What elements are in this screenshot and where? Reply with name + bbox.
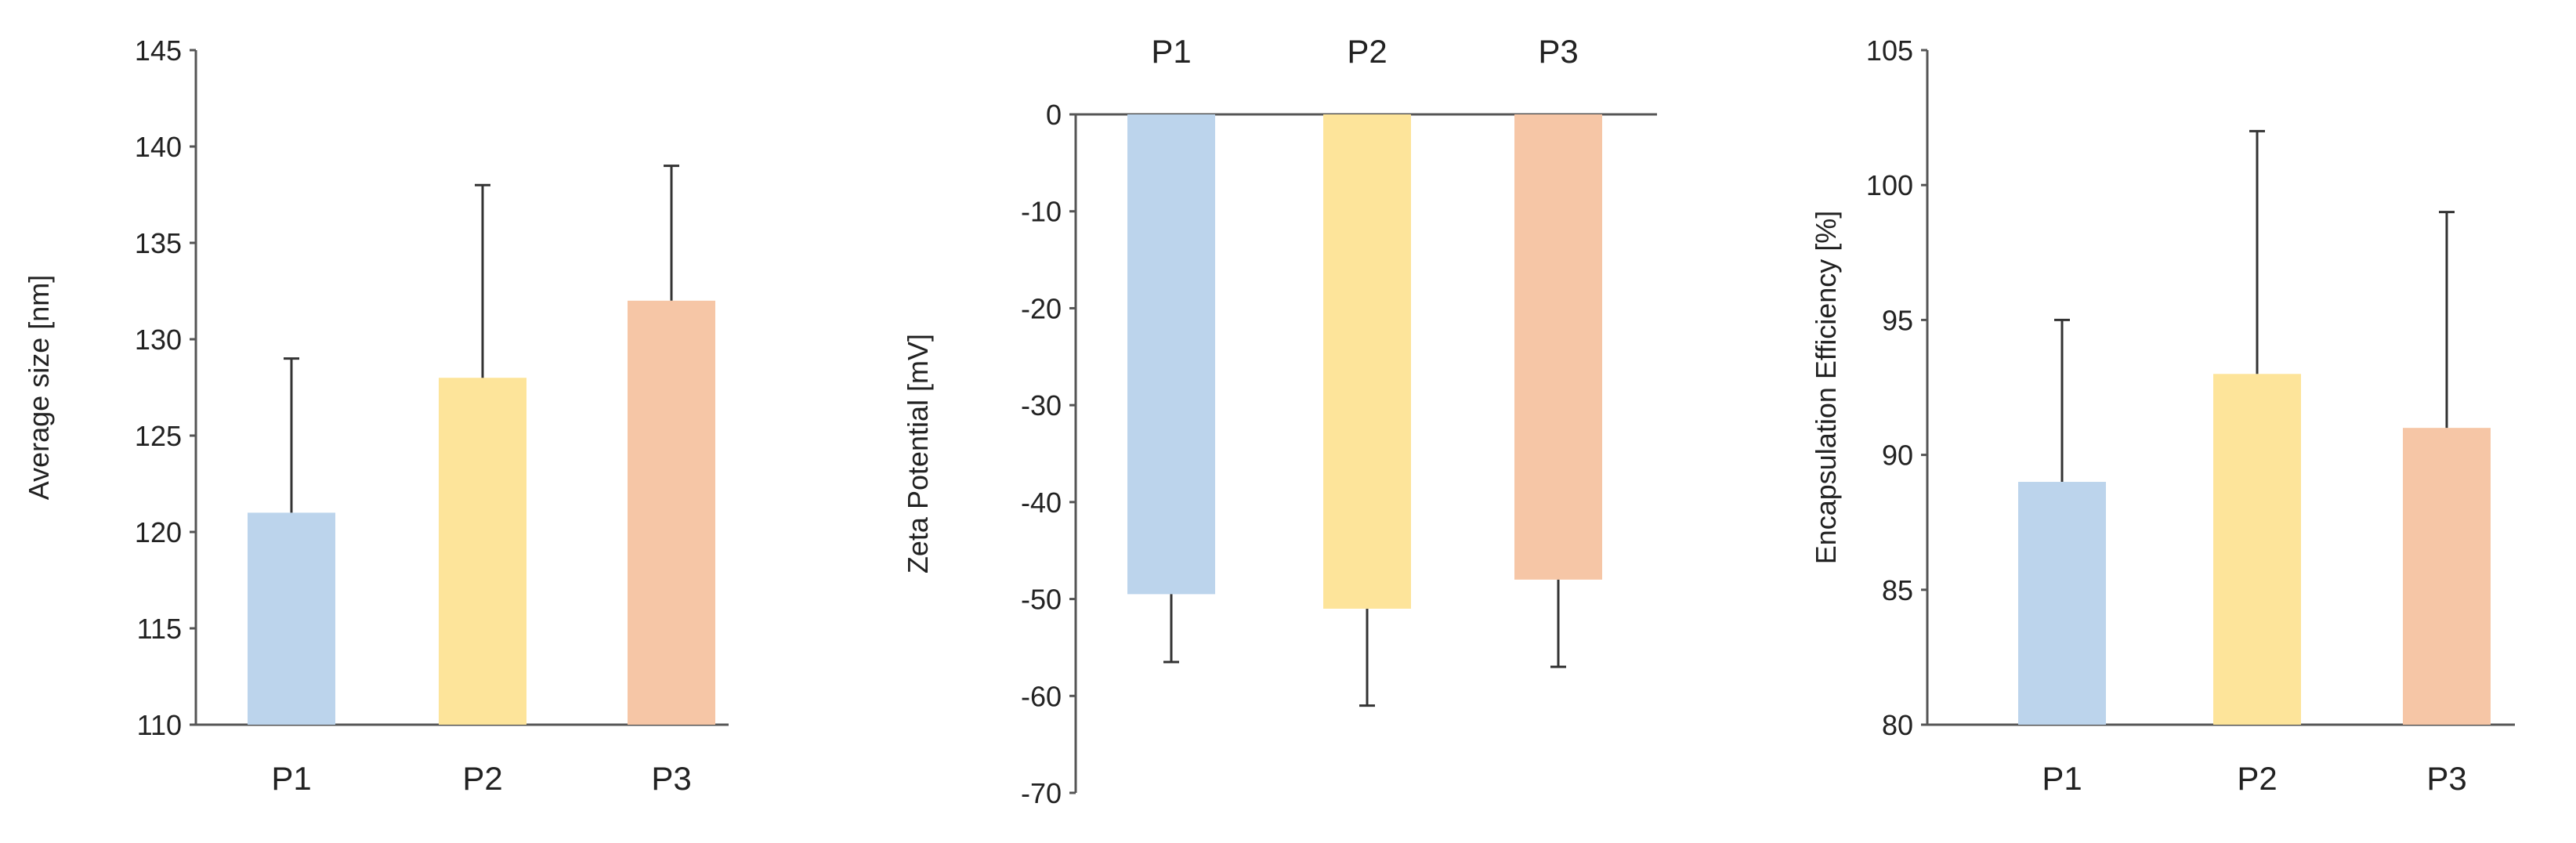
y-tick-label: 110 — [137, 709, 182, 741]
bar-p3 — [1514, 114, 1602, 580]
category-label: P1 — [2042, 760, 2082, 797]
category-label: P1 — [271, 760, 311, 797]
y-tick-label: -70 — [1021, 777, 1062, 809]
y-tick-label: 95 — [1882, 304, 1913, 336]
y-tick-label: -30 — [1021, 389, 1062, 422]
bar-p1 — [1127, 114, 1215, 595]
y-tick-label: -50 — [1021, 584, 1062, 616]
bar-p1 — [2018, 482, 2106, 725]
y-tick-label: -40 — [1021, 487, 1062, 519]
chart-panel-2: 0 -10 -20 -30 -40 -50 -60 -70 P1 P2 P3 Zeta Potenti… — [902, 33, 1657, 809]
y-tick-label: 140 — [135, 131, 182, 163]
y-tick-label: 100 — [1866, 169, 1913, 201]
y-tick-label: 85 — [1882, 574, 1913, 606]
y-tick-label: 105 — [1866, 34, 1913, 67]
y-tick-label: 115 — [137, 613, 182, 645]
y-tick-label: 130 — [135, 324, 182, 356]
bar-p2 — [2213, 374, 2301, 725]
bar-p2 — [439, 378, 526, 725]
y-tick-label: -60 — [1021, 680, 1062, 712]
category-label: P3 — [1538, 33, 1578, 70]
y-tick-label: 90 — [1882, 440, 1913, 472]
category-label: P1 — [1151, 33, 1191, 70]
bar-p3 — [2403, 428, 2491, 725]
y-tick-label: -20 — [1021, 292, 1062, 324]
category-label: P3 — [2426, 760, 2466, 797]
bar-p1 — [248, 512, 335, 725]
chart-panel-3: 80 85 90 95 100 105 P1 P2 P3 Encapsulation Effici… — [1810, 34, 2515, 797]
chart-panel-1: 110 115 120 125 130 135 140 145 P1 P2 P3 Average si… — [23, 34, 729, 797]
bar-p2 — [1323, 114, 1411, 609]
y-axis-title: Average size [nm] — [23, 275, 55, 500]
y-tick-label: 80 — [1882, 709, 1913, 741]
bar-p3 — [628, 300, 715, 725]
y-tick-label: 0 — [1046, 99, 1062, 131]
y-tick-label: 135 — [135, 227, 182, 259]
y-axis-title: Encapsulation Efficiency [%] — [1810, 211, 1842, 565]
y-axis-title: Zeta Potential [mV] — [902, 334, 934, 573]
category-label: P3 — [651, 760, 691, 797]
y-tick-label: 125 — [135, 420, 182, 452]
y-tick-label: 120 — [135, 516, 182, 548]
y-tick-label: 145 — [135, 34, 182, 67]
y-tick-label: -10 — [1021, 196, 1062, 228]
category-label: P2 — [1347, 33, 1387, 70]
category-label: P2 — [2237, 760, 2277, 797]
category-label: P2 — [462, 760, 502, 797]
